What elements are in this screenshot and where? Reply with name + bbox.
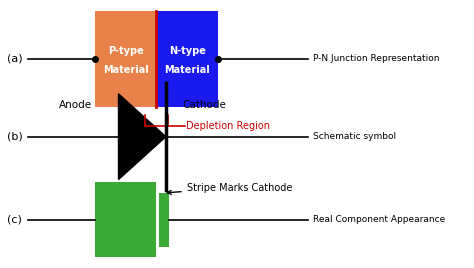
- Text: Cathode: Cathode: [182, 100, 226, 110]
- Text: N-type: N-type: [169, 46, 206, 56]
- Bar: [156, 11, 218, 107]
- Text: Anode: Anode: [59, 100, 92, 110]
- Bar: [95, 182, 156, 257]
- Text: Real Component Appearance: Real Component Appearance: [313, 215, 445, 224]
- Text: (c): (c): [7, 215, 22, 225]
- Polygon shape: [118, 94, 166, 180]
- Text: Schematic symbol: Schematic symbol: [313, 132, 396, 141]
- Text: P-N Junction Representation: P-N Junction Representation: [313, 54, 439, 64]
- Text: (b): (b): [7, 132, 23, 142]
- Text: Material: Material: [103, 65, 148, 75]
- Text: Depletion Region: Depletion Region: [186, 121, 270, 131]
- Bar: [95, 11, 156, 107]
- Text: Stripe Marks Cathode: Stripe Marks Cathode: [167, 183, 292, 194]
- Text: P-type: P-type: [108, 46, 144, 56]
- Bar: [159, 193, 169, 247]
- Text: (a): (a): [7, 54, 23, 64]
- Text: Material: Material: [164, 65, 210, 75]
